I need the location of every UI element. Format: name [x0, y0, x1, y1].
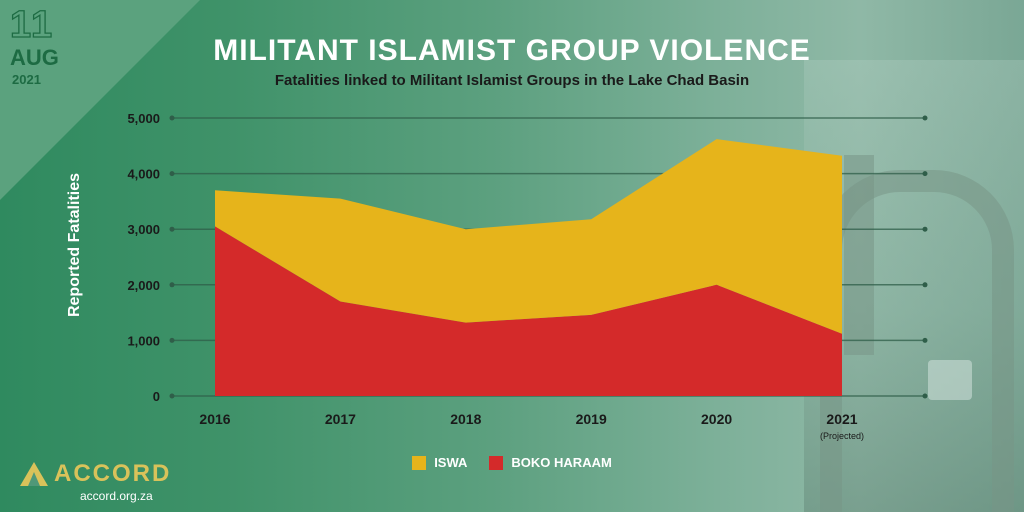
gridline-dot-left — [169, 115, 175, 121]
date-day: 11 — [9, 3, 55, 46]
accord-logo: ACCORD accord.org.za — [20, 460, 180, 504]
y-tick-label: 4,000 — [127, 167, 160, 182]
date-year: 2021 — [12, 72, 41, 87]
gridline-dot-right — [922, 226, 928, 232]
chart-legend: ISWA BOKO HARAAM — [0, 455, 1024, 470]
chart-title: MILITANT ISLAMIST GROUP VIOLENCE — [213, 34, 811, 67]
x-tick-note: (Projected) — [820, 431, 864, 441]
photo-vehicle — [928, 360, 972, 400]
x-tick-label: 2016 — [199, 411, 230, 427]
chart-subtitle: Fatalities linked to Militant Islamist G… — [274, 72, 750, 89]
legend-swatch — [489, 455, 504, 470]
gridline-dot-right — [922, 282, 928, 288]
gridline-dot-left — [169, 282, 175, 288]
legend-label: BOKO HARAAM — [511, 455, 612, 470]
area-series-boko-haraam — [215, 226, 842, 396]
legend-swatch — [412, 455, 427, 470]
y-tick-label: 3,000 — [127, 222, 160, 237]
x-tick-label: 2018 — [450, 411, 481, 427]
date-month: AUG — [10, 45, 59, 70]
gridline-dot-left — [169, 393, 175, 399]
accord-logo-icon — [20, 462, 48, 486]
gridline-dot-right — [922, 337, 928, 343]
x-tick-label: 2019 — [576, 411, 607, 427]
area-series-iswa — [215, 139, 842, 334]
gridline-dot-left — [169, 337, 175, 343]
gridline-dot-right — [922, 393, 928, 399]
legend-item: ISWA — [412, 455, 467, 470]
logo-name: ACCORD — [54, 460, 172, 487]
gridline-dot-left — [169, 226, 175, 232]
legend-item: BOKO HARAAM — [489, 455, 612, 470]
gridline-dot-left — [169, 171, 175, 177]
y-tick-label: 2,000 — [127, 278, 160, 293]
logo-url: accord.org.za — [80, 489, 153, 503]
x-tick-label: 2021 — [826, 411, 857, 427]
y-tick-label: 5,000 — [127, 111, 160, 126]
legend-label: ISWA — [434, 455, 468, 470]
gridline-dot-right — [922, 171, 928, 177]
y-tick-label: 0 — [153, 389, 160, 404]
gridline-dot-right — [922, 115, 928, 121]
corner-decoration — [0, 0, 200, 200]
x-tick-label: 2020 — [701, 411, 732, 427]
x-tick-label: 2017 — [325, 411, 356, 427]
y-tick-label: 1,000 — [127, 333, 160, 348]
